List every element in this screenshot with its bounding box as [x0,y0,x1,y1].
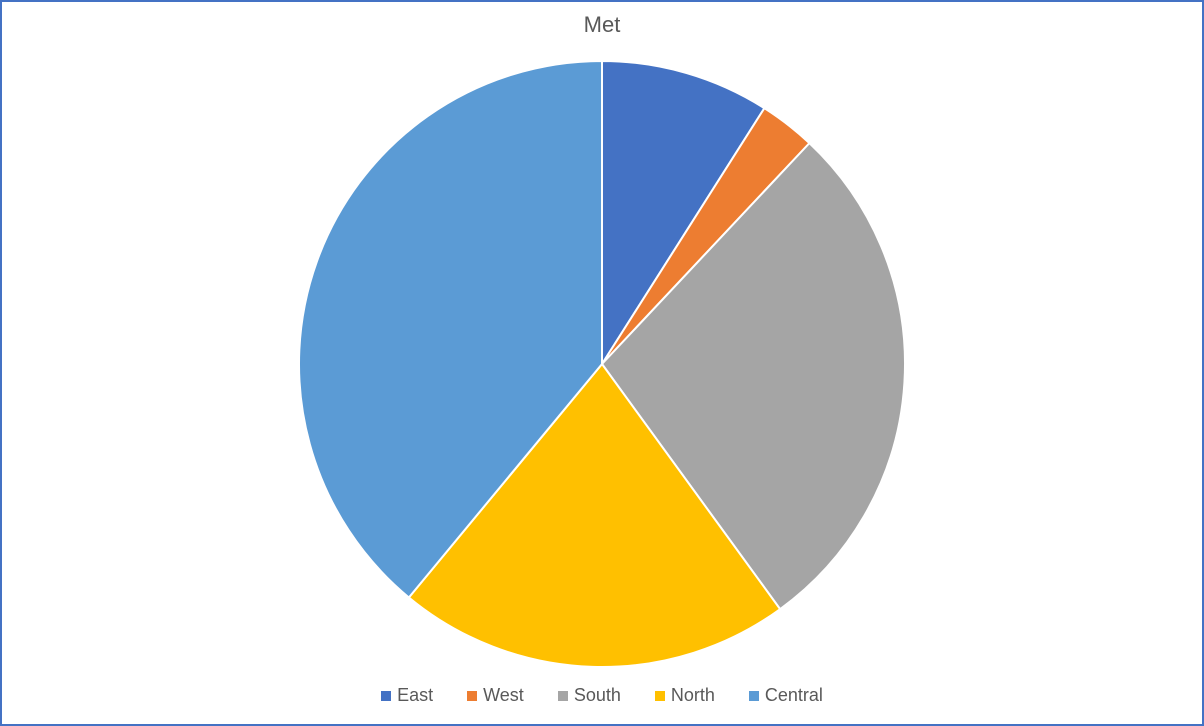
pie-area [295,42,909,685]
pie-chart [295,57,909,671]
legend-swatch-east [381,691,391,701]
legend: East West South North Central [381,685,823,724]
legend-label: Central [765,685,823,706]
chart-title: Met [584,12,621,38]
legend-item-west: West [467,685,524,706]
legend-label: East [397,685,433,706]
legend-item-central: Central [749,685,823,706]
legend-swatch-central [749,691,759,701]
legend-swatch-west [467,691,477,701]
legend-item-north: North [655,685,715,706]
legend-swatch-south [558,691,568,701]
legend-label: West [483,685,524,706]
legend-item-south: South [558,685,621,706]
legend-label: South [574,685,621,706]
chart-container: Met East West South North Central [0,0,1204,726]
legend-item-east: East [381,685,433,706]
legend-swatch-north [655,691,665,701]
legend-label: North [671,685,715,706]
